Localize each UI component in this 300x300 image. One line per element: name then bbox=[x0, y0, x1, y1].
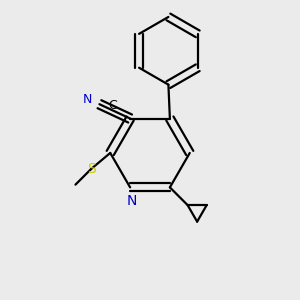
Text: N: N bbox=[83, 93, 92, 106]
Text: N: N bbox=[126, 194, 137, 208]
Text: C: C bbox=[108, 99, 117, 112]
Text: S: S bbox=[87, 162, 95, 176]
